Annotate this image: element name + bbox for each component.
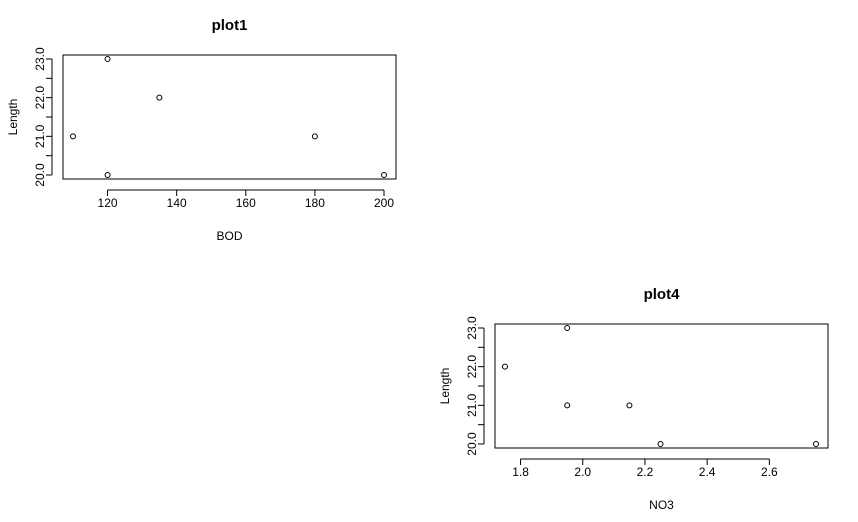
x-tick-label: 2.0 [574,465,591,479]
x-tick-label: 180 [305,196,325,210]
data-points [70,56,387,178]
x-tick-label: 2.4 [699,465,716,479]
x-tick-label: 2.2 [637,465,654,479]
chart-panel-plot4: plot4 NO3 Length 1.8 2.0 2.2 2.4 2.6 20.0 21.… [438,286,829,512]
y-tick-label: 20.0 [465,432,479,456]
plot-frame [62,54,397,180]
data-point [502,363,508,370]
y-tick-label: 22.0 [465,355,479,379]
y-tick-label: 23.0 [33,47,47,71]
x-tick-label: 1.8 [512,465,529,479]
data-point [626,402,633,409]
x-tick-label: 120 [98,196,118,210]
x-axis-label: BOD [216,229,242,243]
data-point [311,133,318,140]
y-ticks: 20.0 21.0 22.0 23.0 [33,47,52,187]
x-tick-label: 2.6 [761,465,778,479]
data-point [70,133,76,140]
data-point [564,402,571,409]
y-tick-label: 23.0 [465,316,479,340]
chart-panel-plot1: plot1 BOD Length 120 140 160 180 200 20.0 21.… [6,17,397,243]
x-ticks: 1.8 2.0 2.2 2.4 2.6 [512,459,778,479]
data-point [564,325,571,331]
data-point [104,172,111,178]
chart-title: plot4 [644,286,680,303]
chart-title: plot1 [212,17,248,34]
data-point [813,441,819,447]
y-axis-label: Length [6,99,20,136]
x-ticks: 120 140 160 180 200 [98,190,394,210]
plot-frame [494,323,829,449]
data-points [502,325,819,447]
data-point [657,441,664,447]
x-tick-label: 140 [167,196,187,210]
x-axis-label: NO3 [649,498,674,512]
x-tick-label: 160 [236,196,256,210]
y-tick-label: 21.0 [465,393,479,417]
data-point [156,94,163,101]
x-tick-label: 200 [374,196,394,210]
y-tick-label: 21.0 [33,124,47,148]
y-tick-label: 20.0 [33,163,47,187]
data-point [381,172,387,178]
data-point [104,56,111,62]
y-ticks: 20.0 21.0 22.0 23.0 [465,316,484,456]
y-axis-label: Length [438,368,452,405]
y-tick-label: 22.0 [33,86,47,110]
